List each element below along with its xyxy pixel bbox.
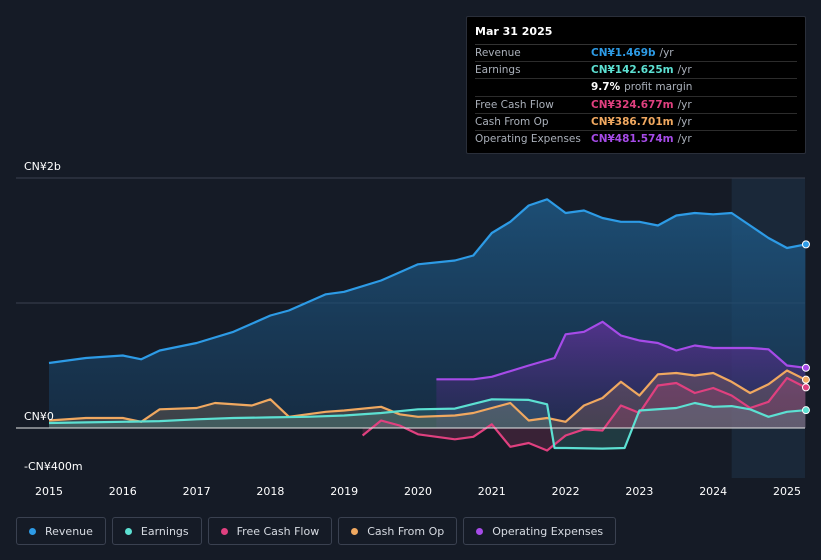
chart-legend: Revenue Earnings Free Cash Flow Cash From O…	[16, 517, 622, 545]
tooltip-row-value: CN¥142.625m	[591, 64, 674, 77]
series-lines	[48, 198, 806, 452]
tooltip-row: Revenue CN¥1.469b/yr	[475, 45, 797, 63]
tooltip-row-unit: /yr	[677, 115, 692, 128]
legend-item-free-cash-flow[interactable]: Free Cash Flow	[207, 517, 333, 545]
tooltip-row-label: Cash From Op	[475, 115, 549, 128]
tooltip-row: 9.7% profit margin	[475, 79, 797, 97]
x-tick-label: 2022	[552, 485, 580, 498]
tooltip-row: Free Cash Flow CN¥324.677m/yr	[475, 97, 797, 114]
earnings-area	[49, 399, 806, 449]
earnings-line	[48, 398, 806, 450]
tooltip-row-value: CN¥1.469b	[591, 47, 656, 59]
cash-from-op-end-dot	[801, 375, 810, 384]
tooltip-row-label: Operating Expenses	[475, 132, 581, 145]
tooltip-rows: Revenue CN¥1.469b/yr Earnings CN¥142.625m/y…	[475, 45, 797, 148]
legend-label: Operating Expenses	[492, 524, 604, 538]
tooltip-row-value: CN¥481.574m	[591, 132, 674, 145]
series-end-dots	[801, 240, 810, 415]
x-tick-label: 2020	[404, 485, 432, 498]
tooltip-row-unit: profit margin	[624, 81, 693, 94]
tooltip-row-unit: /yr	[677, 64, 692, 77]
free-cash-flow-end-dot	[801, 383, 810, 392]
legend-label: Earnings	[140, 524, 189, 538]
legend-item-cash-from-op[interactable]: Cash From Op	[338, 517, 458, 545]
revenue-end-dot	[801, 240, 810, 249]
x-tick-label: 2018	[256, 485, 284, 498]
free-cash-flow-area	[362, 378, 806, 451]
legend-label: Free Cash Flow	[236, 524, 320, 538]
tooltip-row: Operating Expenses CN¥481.574m/yr	[475, 131, 797, 148]
cash-from-op-area	[49, 370, 806, 428]
y-tick-label: CN¥2b	[24, 160, 61, 173]
x-tick-label: 2021	[478, 485, 506, 498]
series-areas	[49, 199, 806, 451]
x-tick-label: 2019	[330, 485, 358, 498]
tooltip-row-label: Earnings	[475, 64, 521, 77]
legend-item-revenue[interactable]: Revenue	[16, 517, 106, 545]
legend-dot-icon	[124, 527, 132, 535]
legend-dot-icon	[220, 527, 228, 535]
x-tick-label: 2024	[699, 485, 727, 498]
y-tick-label: CN¥0	[24, 410, 54, 423]
cash-from-op-line	[48, 369, 806, 423]
legend-dot-icon	[351, 527, 359, 535]
x-tick-label: 2025	[773, 485, 801, 498]
operating-expenses-end-dot	[801, 363, 810, 372]
legend-dot-icon	[29, 527, 36, 535]
data-tooltip: Mar 31 2025 Revenue CN¥1.469b/yr Earnings C…	[466, 16, 806, 154]
tooltip-row-value: 9.7%	[591, 81, 621, 94]
tooltip-row-unit: /yr	[659, 47, 674, 59]
earnings-end-dot	[801, 406, 810, 415]
y-tick-label: -CN¥400m	[24, 460, 83, 473]
tooltip-row-unit: /yr	[677, 132, 692, 145]
x-tick-label: 2016	[109, 485, 137, 498]
x-tick-label: 2017	[183, 485, 211, 498]
revenue-line	[48, 198, 806, 365]
operating-expenses-line	[436, 320, 806, 381]
y-axis-labels: CN¥2b CN¥0 -CN¥400m	[24, 160, 83, 473]
legend-item-earnings[interactable]: Earnings	[111, 517, 202, 545]
tooltip-row-value: CN¥324.677m	[591, 98, 674, 111]
tooltip-date: Mar 31 2025	[475, 25, 797, 45]
legend-label: Cash From Op	[367, 524, 445, 538]
legend-label: Revenue	[45, 524, 93, 538]
tooltip-row-unit: /yr	[677, 98, 692, 111]
x-tick-label: 2015	[35, 485, 63, 498]
tooltip-row-value: CN¥386.701m	[591, 115, 674, 128]
x-tick-label: 2023	[625, 485, 653, 498]
tooltip-row-label	[475, 79, 591, 95]
free-cash-flow-line	[361, 376, 806, 452]
tooltip-row-label: Revenue	[475, 47, 521, 59]
x-axis-labels: 2015 2016 2017 2018 2019 2020 2021 2022 2023 2024…	[35, 485, 801, 498]
tooltip-row: Cash From Op CN¥386.701m/yr	[475, 114, 797, 131]
tooltip-row-label: Free Cash Flow	[475, 98, 554, 111]
tooltip-row: Earnings CN¥142.625m/yr	[475, 62, 797, 80]
legend-dot-icon	[476, 527, 484, 535]
legend-item-operating-expenses[interactable]: Operating Expenses	[463, 517, 617, 545]
